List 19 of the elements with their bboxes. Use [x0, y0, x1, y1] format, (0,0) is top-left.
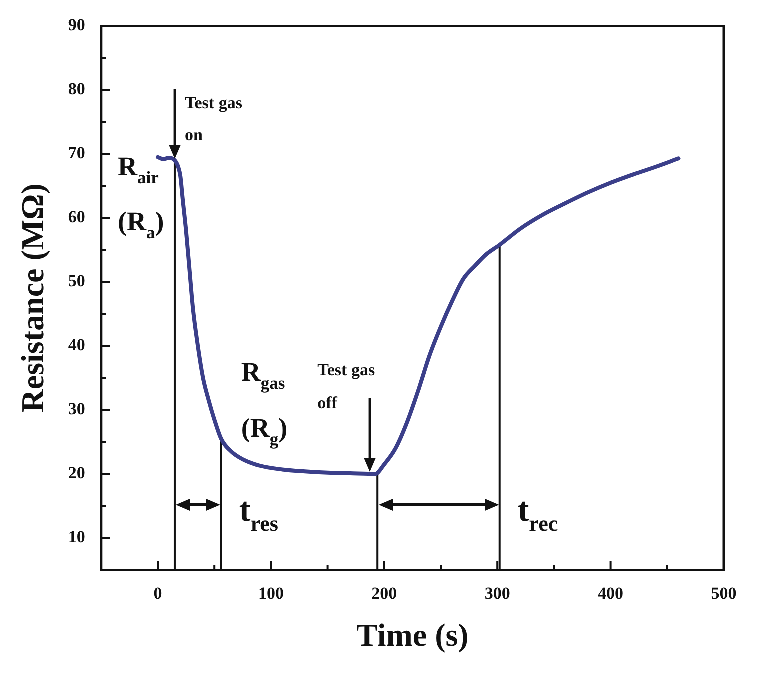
y-tick-label: 10 [68, 528, 86, 547]
y-tick-label: 20 [68, 464, 86, 483]
y-tick-label: 30 [68, 400, 86, 419]
y-axis-title: Resistance (MΩ) [14, 184, 50, 413]
x-tick-label: 500 [711, 584, 737, 603]
x-tick-label: 400 [598, 584, 624, 603]
annotation: Test gas off [318, 360, 376, 413]
x-axis-title: Time (s) [356, 617, 469, 654]
y-tick-label: 80 [68, 80, 86, 99]
x-tick-label: 0 [154, 584, 162, 603]
y-tick-label: 60 [68, 208, 86, 227]
x-tick-label: 100 [258, 584, 284, 603]
y-tick-label: 50 [68, 272, 86, 291]
y-tick-label: 90 [68, 16, 86, 35]
annotation: Test gas on [184, 94, 243, 145]
x-tick-label: 200 [372, 584, 398, 603]
y-tick-label: 40 [68, 336, 86, 355]
x-tick-label: 300 [484, 584, 510, 603]
y-tick-label: 70 [68, 144, 86, 163]
